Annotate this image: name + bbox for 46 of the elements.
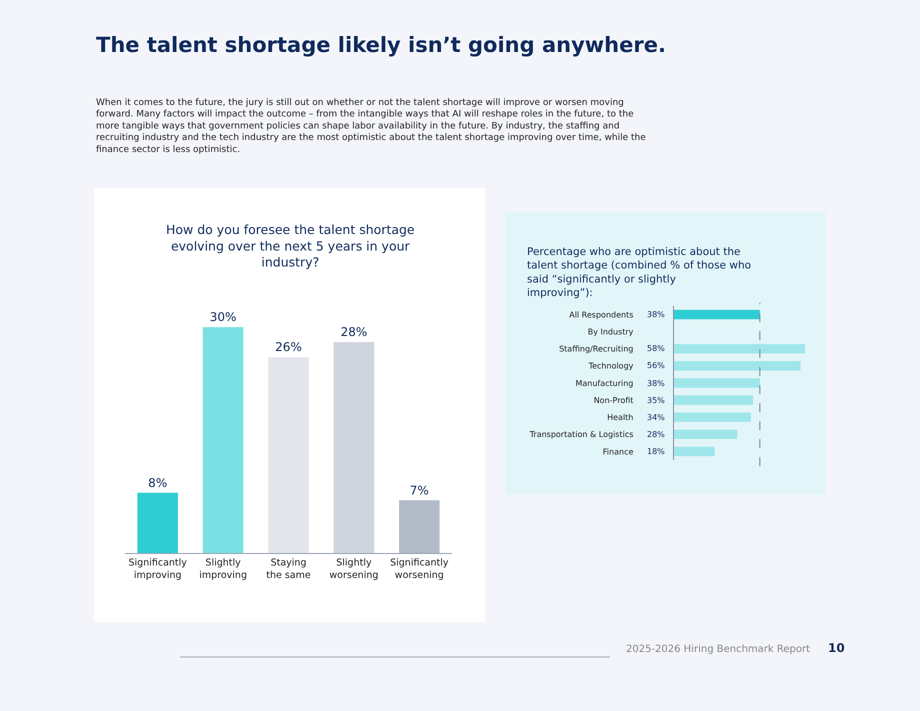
x-tick-label: Significantly improving [128, 557, 188, 581]
x-tick-label: Slightly worsening [329, 557, 378, 581]
bar [268, 357, 309, 553]
y-tick-label: Transportation & Logistics [528, 430, 634, 440]
bar [674, 430, 738, 440]
bar [334, 342, 374, 553]
data-label: 18% [647, 447, 666, 456]
x-tick-label: Significantly worsening [390, 557, 449, 581]
data-label: 56% [647, 361, 666, 370]
data-label: 34% [647, 413, 666, 422]
data-label: 7% [410, 483, 429, 498]
data-label: 38% [647, 379, 666, 388]
y-tick-label: Non-Profit [594, 396, 634, 405]
data-label: 58% [647, 344, 666, 353]
data-label: 28% [647, 430, 666, 439]
data-label: 30% [210, 310, 236, 324]
y-tick-label: By Industry [588, 327, 634, 336]
text: The talent shortage likely isn’t going anywhere. [96, 33, 666, 57]
text: 2025-2026 Hiring Benchmark Report [626, 644, 810, 655]
bar [674, 446, 715, 456]
data-label: 38% [647, 310, 666, 319]
y-tick-label: Staffing/Recruiting [559, 344, 634, 354]
bar [674, 412, 751, 422]
chart-title: Percentage who are optimistic about the talent shortage (combined % of those who said “significantly or slightly improving”): [527, 246, 752, 299]
y-tick-label: Manufacturing [575, 378, 634, 388]
bar [674, 361, 800, 371]
y-tick-label: Technology [588, 362, 634, 371]
bar [137, 492, 178, 553]
text: When it comes to the future, the jury is still out on whether or not the talent shortage will improve or worsen moving forward. Many factors will impact the outcome – from the intangible ways that AI will reshape roles in the future, to the more tangible ways that government policies can shape labor availability in the future. By industry, the staffing and recruiting industry and the tech industry are the most optimistic about the talent shortage improving over time, while the finance sector is less optimistic. [96, 98, 646, 155]
bar [399, 500, 440, 553]
y-tick-label: All Respondents [569, 310, 634, 320]
bar [674, 344, 805, 354]
text: 10 [828, 641, 845, 655]
data-label: 28% [340, 325, 368, 340]
bar [674, 378, 760, 388]
chart-title: How do you foresee the talent shortage evolving over the next 5 years in your industry? [166, 222, 415, 270]
data-label: 26% [275, 340, 302, 354]
y-tick-label: Health [607, 413, 634, 422]
bar [674, 395, 754, 405]
y-tick-label: Finance [602, 447, 634, 456]
data-label: 35% [647, 396, 666, 405]
bar [674, 310, 760, 320]
x-tick-label: Slightly improving [199, 557, 247, 581]
bar [202, 327, 244, 553]
data-label: 8% [148, 476, 168, 490]
x-tick-label: Staying the same [266, 557, 311, 581]
